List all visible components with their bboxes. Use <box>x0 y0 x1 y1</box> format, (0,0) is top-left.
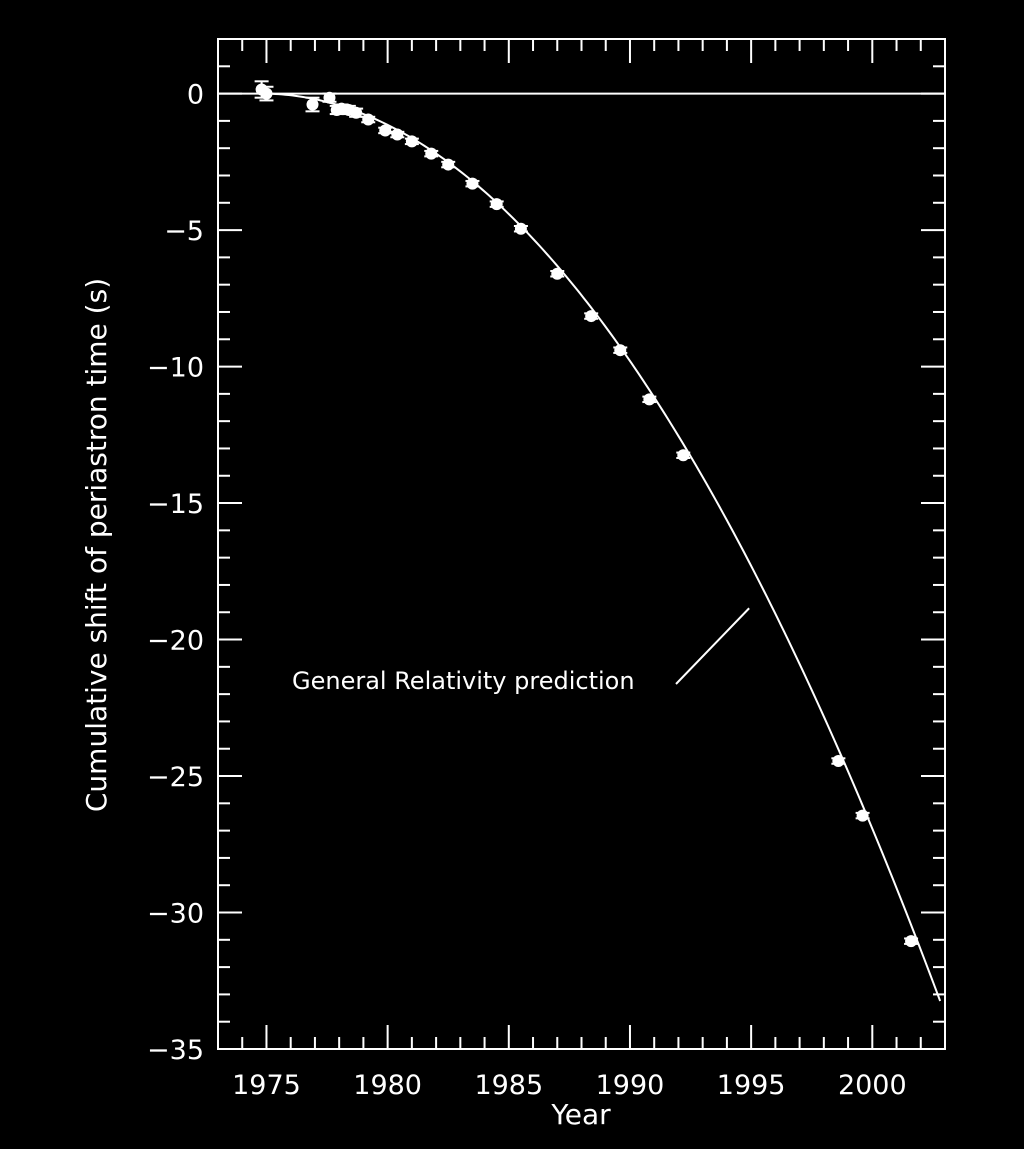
data-point <box>514 222 527 235</box>
data-point <box>551 267 564 280</box>
data-point <box>391 128 404 141</box>
y-tick-label: 0 <box>187 80 204 111</box>
x-tick-label: 1995 <box>717 1070 786 1101</box>
data-point <box>585 310 598 323</box>
prediction-curve-layer <box>261 92 942 1002</box>
data-point <box>362 113 375 126</box>
tick-labels-layer: 1975 1980 1985 1990 1995 2000 0 −5 −10 −15 −20 −25 −… <box>147 80 907 1101</box>
data-point <box>905 935 918 948</box>
data-point <box>405 135 418 148</box>
data-point <box>643 393 656 406</box>
data-points-layer <box>254 80 919 948</box>
y-tick-label: −15 <box>147 489 204 520</box>
data-point <box>306 98 319 111</box>
data-point <box>323 91 336 104</box>
data-point <box>379 124 392 137</box>
data-point <box>466 177 479 190</box>
data-point <box>614 344 627 357</box>
y-tick-label: −10 <box>147 353 204 384</box>
data-point <box>832 755 845 768</box>
data-point <box>350 106 363 119</box>
y-tick-label: −25 <box>147 762 204 793</box>
x-tick-label: 1980 <box>353 1070 422 1101</box>
ticks-layer <box>217 38 946 1050</box>
data-point <box>856 809 869 822</box>
data-point <box>425 147 438 160</box>
x-tick-label: 1985 <box>474 1070 543 1101</box>
data-point <box>260 87 273 100</box>
x-axis-label: Year <box>550 1098 611 1131</box>
data-point <box>677 449 690 462</box>
gr-prediction-annotation: General Relativity prediction <box>292 667 635 695</box>
y-tick-label: −20 <box>147 626 204 657</box>
x-tick-label: 1990 <box>596 1070 665 1101</box>
y-tick-label: −5 <box>164 216 204 247</box>
y-tick-label: −35 <box>147 1035 204 1066</box>
x-tick-label: 2000 <box>838 1070 907 1101</box>
annotation-leader-line <box>675 607 750 685</box>
y-axis-label: Cumulative shift of periastron time (s) <box>80 278 113 812</box>
annotation-layer: General Relativity prediction <box>292 607 750 695</box>
gr-prediction-curve <box>261 92 942 1002</box>
x-tick-label: 1975 <box>232 1070 301 1101</box>
y-tick-label: −30 <box>147 899 204 930</box>
data-point <box>442 158 455 171</box>
data-point <box>490 198 503 211</box>
